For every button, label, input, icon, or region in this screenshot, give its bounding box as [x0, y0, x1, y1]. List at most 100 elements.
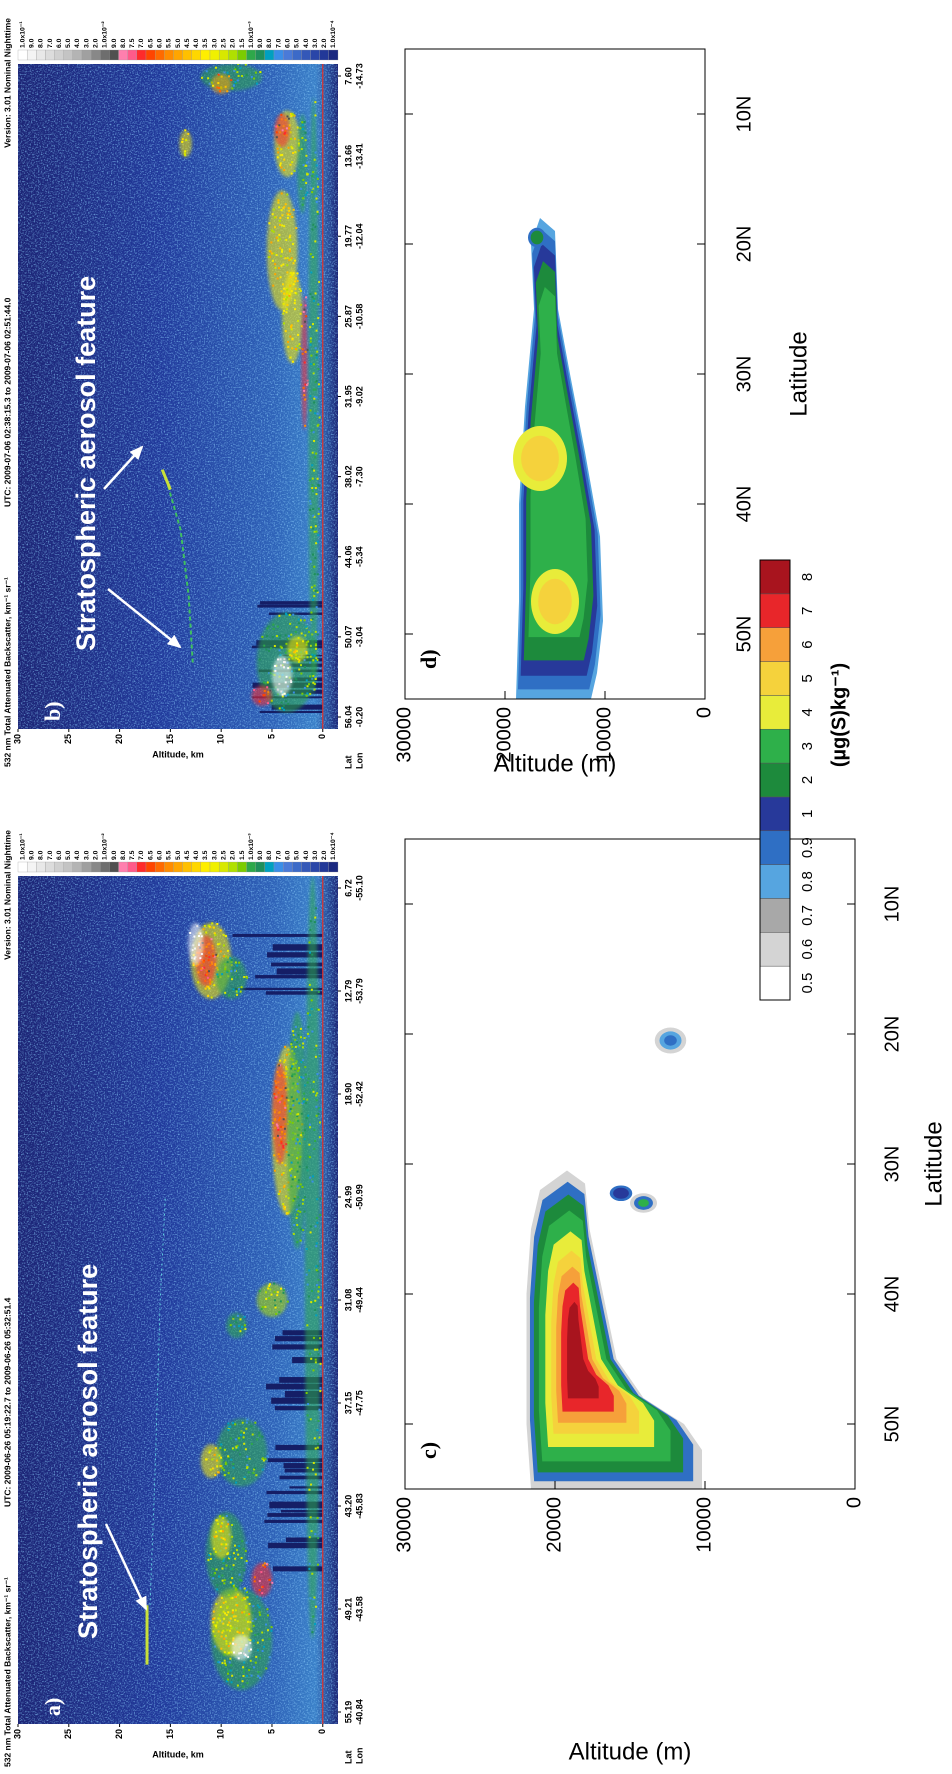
colorbar-label: 1.0x10⁻²	[102, 21, 109, 48]
y-tick-label: 0	[843, 1497, 865, 1508]
backscatter-noise	[18, 64, 338, 729]
cloud-speckle	[295, 1142, 298, 1145]
cloud-speckle	[246, 1620, 249, 1623]
cloud-speckle	[312, 1615, 315, 1618]
cloud-speckle	[285, 1212, 288, 1215]
cloud	[287, 1011, 308, 1250]
cloud-speckle	[230, 79, 233, 82]
cloud-speckle	[296, 1041, 299, 1044]
cloud-speckle	[318, 281, 321, 284]
cloud-speckle	[245, 1421, 248, 1424]
cloud-speckle	[266, 1608, 269, 1611]
cloud-speckle	[256, 1649, 259, 1652]
cloud-speckle	[270, 1626, 273, 1629]
cloud-speckle	[226, 1605, 229, 1608]
cloud-speckle	[305, 679, 308, 682]
cloud-speckle	[294, 151, 297, 154]
cloud-speckle	[316, 350, 319, 353]
cloud-speckle	[234, 1609, 237, 1612]
cloud-speckle	[284, 700, 287, 703]
cloud-speckle	[231, 1674, 234, 1677]
cloud-speckle	[311, 953, 314, 956]
cloud-speckle	[256, 1641, 259, 1644]
cloud-speckle	[317, 1537, 320, 1540]
cloud-speckle	[251, 1611, 254, 1614]
cloud-speckle	[316, 1563, 319, 1566]
cloud-speckle	[312, 1369, 315, 1372]
cloud-speckle	[287, 703, 290, 706]
cloud-speckle	[200, 935, 203, 938]
cloud-speckle	[304, 1084, 307, 1087]
contour-level	[613, 1187, 629, 1199]
cloud-speckle	[313, 397, 316, 400]
cloud-speckle	[274, 1118, 277, 1121]
cloud-speckle	[215, 953, 218, 956]
cloud-speckle	[278, 220, 281, 223]
lat-label: 31.95	[343, 385, 353, 408]
cloud-speckle	[212, 84, 215, 87]
cloud-speckle	[211, 922, 214, 925]
cloud-speckle	[267, 1287, 270, 1290]
cloud-speckle	[302, 164, 305, 167]
cloud-speckle	[286, 216, 289, 219]
cloud-speckle	[281, 693, 284, 696]
cloud-speckle	[301, 1046, 304, 1049]
cloud-speckle	[254, 1618, 257, 1621]
cloud-speckle	[273, 1169, 276, 1172]
cloud-speckle	[200, 953, 203, 956]
cloud-speckle	[250, 75, 253, 78]
cloud-speckle	[291, 112, 294, 115]
x-axis-label: Latitude	[785, 331, 812, 416]
cloud-speckle	[282, 312, 285, 315]
cloud-speckle	[314, 195, 317, 198]
cloud-speckle	[314, 1361, 317, 1364]
colorbar-segment	[301, 861, 311, 873]
cloud-speckle	[288, 1110, 291, 1113]
cloud-speckle	[222, 1530, 225, 1533]
y-axis-label: Altitude (m)	[569, 1738, 692, 1765]
colorbar-segment	[264, 861, 275, 873]
cloud-speckle	[306, 1012, 309, 1015]
cloud-speckle	[272, 252, 275, 255]
cloud-speckle	[238, 1325, 241, 1328]
cloud-speckle	[297, 1209, 300, 1212]
cloud-speckle	[317, 534, 320, 537]
cloud-speckle	[284, 1106, 287, 1109]
cloud-speckle	[226, 1672, 229, 1675]
colorbar-segment	[759, 695, 791, 730]
cloud-speckle	[265, 648, 268, 651]
cloud-speckle	[311, 553, 314, 556]
cloud-speckle	[218, 1614, 221, 1617]
cloud-speckle	[300, 632, 303, 635]
cloud-speckle	[313, 573, 316, 576]
cloud-speckle	[207, 985, 210, 988]
cloud-speckle	[289, 1108, 292, 1111]
cloud-speckle	[244, 1606, 247, 1609]
lon-label: -52.42	[354, 1081, 364, 1107]
colorbar-segment	[246, 861, 256, 873]
cloud-speckle	[230, 1584, 233, 1587]
cloud-speckle	[240, 1556, 243, 1559]
cloud-speckle	[208, 956, 211, 959]
cloud-speckle	[313, 683, 316, 686]
cloud-speckle	[303, 1040, 306, 1043]
cloud-speckle	[317, 512, 320, 515]
colorbar-label: 0.6	[799, 939, 816, 960]
cloud-speckle	[268, 222, 271, 225]
cloud-speckle	[273, 645, 276, 648]
cloud-speckle	[291, 657, 294, 660]
lat-label: 7.60	[343, 67, 353, 85]
cloud-speckle	[311, 487, 314, 490]
colorbar-label: 7.5	[129, 850, 136, 860]
cloud-speckle	[303, 686, 306, 689]
cloud-speckle	[276, 147, 279, 150]
colorbar-segment	[237, 49, 247, 61]
cloud-speckle	[221, 1631, 224, 1634]
cloud-speckle	[290, 1043, 293, 1046]
cloud-speckle	[315, 907, 318, 910]
cloud-speckle	[288, 236, 291, 239]
cloud-speckle	[313, 921, 316, 924]
colorbar-label: 3.5	[202, 850, 209, 860]
cloud-speckle	[262, 1585, 265, 1588]
cloud-speckle	[315, 639, 318, 642]
